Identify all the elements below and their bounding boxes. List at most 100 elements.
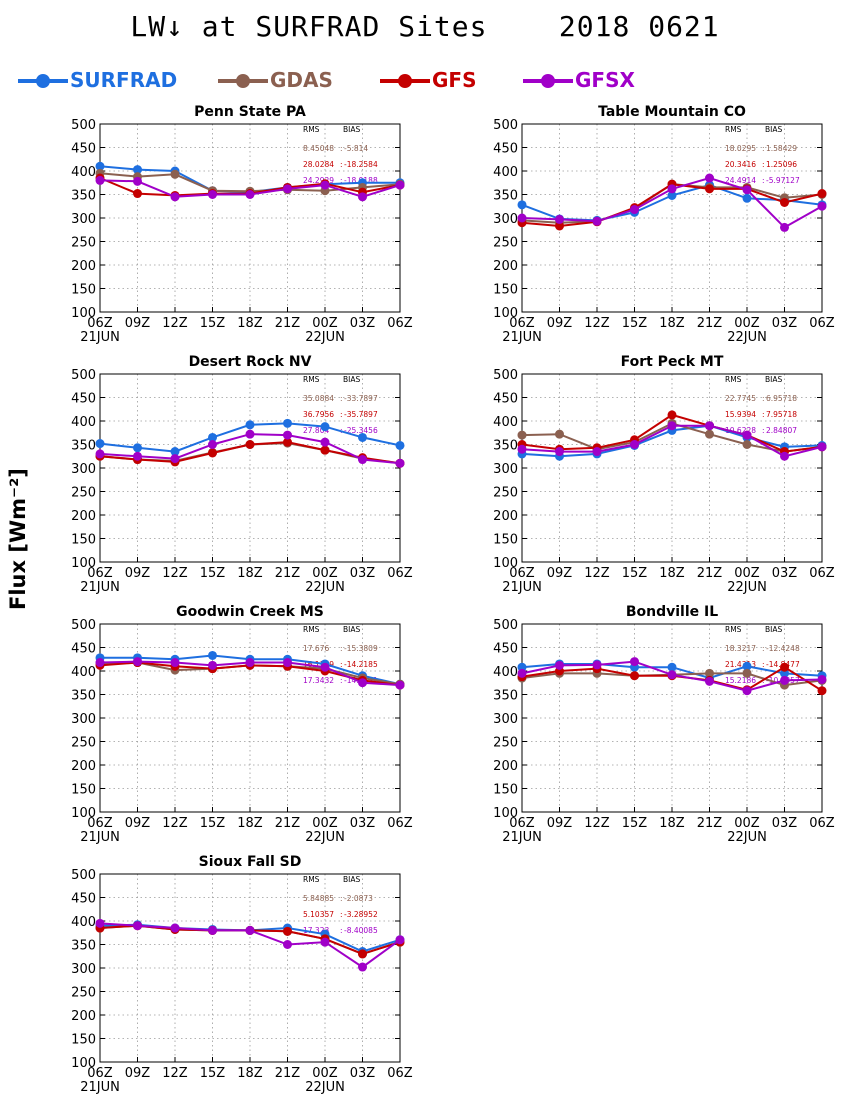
x-tick-label: 06Z: [387, 1066, 413, 1081]
data-point-gfsx: [592, 660, 602, 670]
data-point-gfsx: [245, 925, 255, 935]
y-tick-label: 500: [493, 618, 518, 633]
x-tick-label: 21Z: [275, 566, 301, 581]
x-tick-label: 06Z: [87, 816, 113, 831]
data-point-gfsx: [283, 940, 292, 949]
x-tick-label: 15Z: [200, 566, 226, 581]
y-tick-label: 150: [71, 1033, 96, 1048]
stats-header-rms: RMS: [725, 625, 742, 634]
x-tick-label: 00Z: [312, 316, 338, 331]
stats-separator: :: [340, 176, 343, 185]
data-point-gfsx: [320, 937, 330, 947]
data-point-gfsx: [517, 213, 527, 223]
x-tick-label: 09Z: [125, 566, 151, 581]
x-tick-label: 03Z: [350, 566, 376, 581]
y-tick-label: 150: [71, 533, 96, 548]
stats-rms: 36.7956: [303, 410, 334, 419]
y-tick-label: 500: [71, 618, 96, 633]
stats-rms: 17.3432: [303, 676, 334, 685]
data-point-surfrad: [358, 432, 367, 442]
y-tick-label: 100: [493, 556, 518, 571]
data-point-gfsx: [283, 430, 292, 440]
stats-rms: 15.2186: [725, 676, 756, 685]
data-point-gfsx: [555, 660, 564, 670]
y-tick-label: 450: [71, 642, 96, 657]
data-point-surfrad: [208, 650, 217, 660]
data-point-gfsx: [780, 222, 789, 232]
y-tick-label: 100: [71, 1056, 96, 1071]
stats-separator: :: [762, 394, 765, 403]
stats-bias: -5.814: [344, 144, 368, 153]
y-tick-label: 200: [493, 509, 518, 524]
data-point-surfrad: [95, 439, 105, 449]
y-tick-label: 300: [493, 212, 518, 227]
x-tick-label: 18Z: [237, 816, 263, 831]
data-point-gdas: [705, 668, 714, 678]
legend-marker-surfrad: [18, 74, 68, 88]
y-tick-label: 450: [493, 642, 518, 657]
y-tick-label: 450: [493, 392, 518, 407]
stats-bias: 6.95718: [766, 394, 797, 403]
data-point-surfrad: [208, 432, 217, 442]
y-tick-label: 150: [493, 283, 518, 298]
y-tick-label: 150: [493, 783, 518, 798]
data-point-gfs: [705, 184, 714, 194]
stats-bias: -8.40085: [344, 926, 378, 935]
y-tick-label: 300: [71, 462, 96, 477]
stats-bias: -5.97127: [766, 176, 800, 185]
stats-rms: 35.0884: [303, 394, 334, 403]
x-tick-label: 06Z: [387, 566, 413, 581]
data-point-gfsx: [133, 451, 142, 461]
y-tick-label: 350: [71, 689, 96, 704]
data-point-gfs: [358, 949, 367, 959]
data-point-gfsx: [170, 658, 180, 668]
stats-bias: 2.84807: [766, 426, 797, 435]
y-tick-label: 350: [493, 689, 518, 704]
stats-rms: 5.84885: [303, 894, 334, 903]
x-tick-label: 09Z: [125, 816, 151, 831]
x-tick-label: 06Z: [87, 1066, 113, 1081]
stats-header-bias: BIAS: [343, 625, 360, 634]
data-point-gfsx: [95, 918, 105, 928]
date-label: 21JUN: [80, 580, 120, 595]
x-tick-label: 09Z: [125, 1066, 151, 1081]
y-tick-label: 200: [71, 759, 96, 774]
data-point-gdas: [742, 668, 752, 678]
data-point-gfsx: [208, 190, 217, 199]
data-point-gfsx: [395, 180, 405, 190]
data-point-gfsx: [705, 173, 714, 183]
data-point-gfsx: [667, 184, 677, 194]
stats-separator: :: [340, 660, 343, 669]
data-point-gfsx: [170, 454, 180, 464]
stats-rms: 18.3217: [725, 644, 756, 653]
data-point-gfsx: [630, 205, 639, 215]
data-point-gfsx: [517, 668, 527, 678]
stats-separator: :: [762, 644, 765, 653]
y-tick-label: 200: [71, 509, 96, 524]
legend-label-gfsx: GFSX: [575, 68, 635, 92]
data-point-gdas: [170, 169, 180, 179]
data-point-gfsx: [667, 421, 677, 431]
y-tick-label: 500: [493, 118, 518, 133]
y-tick-label: 250: [493, 736, 518, 751]
x-tick-label: 21Z: [697, 316, 723, 331]
data-point-gfsx: [592, 216, 602, 226]
stats-header-bias: BIAS: [765, 625, 782, 634]
y-tick-label: 500: [71, 118, 96, 133]
x-tick-label: 21Z: [697, 566, 723, 581]
data-point-gfs: [817, 189, 827, 199]
data-point-gfs: [667, 410, 677, 420]
stats-bias: -25.3456: [344, 426, 378, 435]
data-point-gdas: [555, 429, 564, 439]
stats-separator: :: [340, 676, 343, 685]
data-point-gfsx: [320, 180, 330, 190]
x-tick-label: 06Z: [387, 816, 413, 831]
y-tick-label: 500: [493, 368, 518, 383]
x-tick-label: 12Z: [162, 316, 188, 331]
panel-title: Bondville IL: [626, 604, 718, 620]
y-tick-label: 200: [71, 259, 96, 274]
stats-rms: 22.7745: [725, 394, 756, 403]
x-tick-label: 12Z: [162, 566, 188, 581]
data-point-gfs: [780, 197, 789, 207]
y-tick-label: 250: [71, 736, 96, 751]
